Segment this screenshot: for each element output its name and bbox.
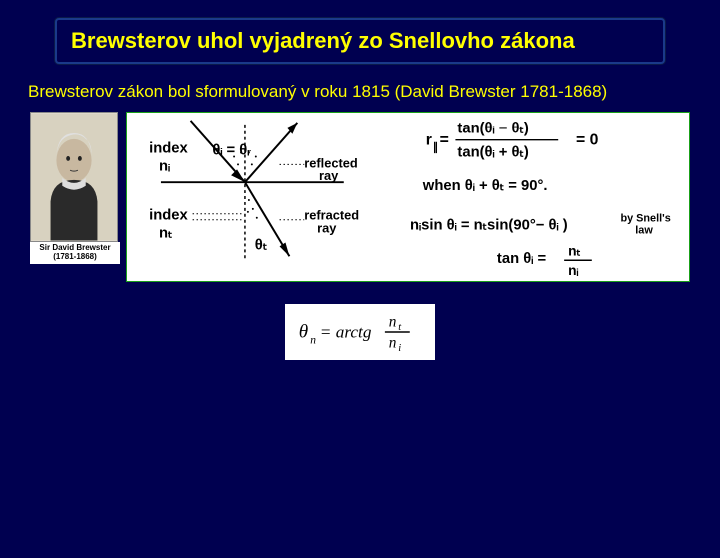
ff-theta: θ (299, 322, 308, 343)
ff-theta-sub: n (310, 334, 316, 346)
final-formula-box: θ n = arctg n t n i (285, 304, 435, 360)
label-ray1: ray (319, 168, 339, 183)
eq-rpar-sub: ∥ (433, 142, 438, 154)
eq-bysnell1: by Snell's (620, 213, 670, 225)
content-row: Sir David Brewster (1781-1868) (30, 112, 690, 282)
subtitle-text: Brewsterov zákon bol sformulovaný v roku… (28, 82, 720, 102)
ff-bot: n (389, 334, 397, 351)
portrait-caption-years: (1781-1868) (30, 253, 120, 262)
eq-frac-bot: tan(θᵢ + θₜ) (457, 144, 529, 160)
label-index-ni: index (149, 141, 188, 157)
eq-zero: = 0 (576, 132, 599, 149)
diagram-panel: index nᵢ index nₜ θᵢ = θᵣ θₜ reflected r… (126, 112, 690, 282)
page-title: Brewsterov uhol vyjadrený zo Snellovho z… (71, 28, 649, 54)
eq-bysnell2: law (635, 225, 653, 237)
label-nt: nₜ (159, 226, 172, 242)
ff-bot-sub: i (398, 343, 401, 354)
portrait-caption: Sir David Brewster (1781-1868) (30, 242, 120, 264)
eq-tan-bot: nᵢ (568, 262, 578, 278)
title-box: Brewsterov uhol vyjadrený zo Snellovho z… (55, 18, 665, 64)
svg-text:=: = (440, 132, 449, 149)
ff-top: n (389, 313, 397, 330)
label-index-nt: index (149, 208, 188, 224)
eq-frac-top: tan(θᵢ − θₜ) (457, 121, 529, 137)
portrait-block: Sir David Brewster (1781-1868) (30, 112, 120, 264)
label-theta-t: θₜ (255, 237, 267, 253)
eq-snell: nᵢsin θᵢ = nₜsin(90°− θᵢ ) (410, 218, 568, 234)
eq-tanlhs: tan θᵢ = (497, 251, 547, 267)
label-ray2: ray (317, 221, 337, 236)
label-ni: nᵢ (159, 158, 170, 174)
ff-eq: = arctg (320, 323, 372, 342)
label-theta-eq: θᵢ = θᵣ (212, 143, 251, 159)
eq-rpar-r: r (426, 132, 432, 149)
eq-tan-top: nₜ (568, 242, 581, 258)
portrait-image (30, 112, 118, 242)
eq-when: when θᵢ + θₜ = 90°. (422, 178, 548, 194)
